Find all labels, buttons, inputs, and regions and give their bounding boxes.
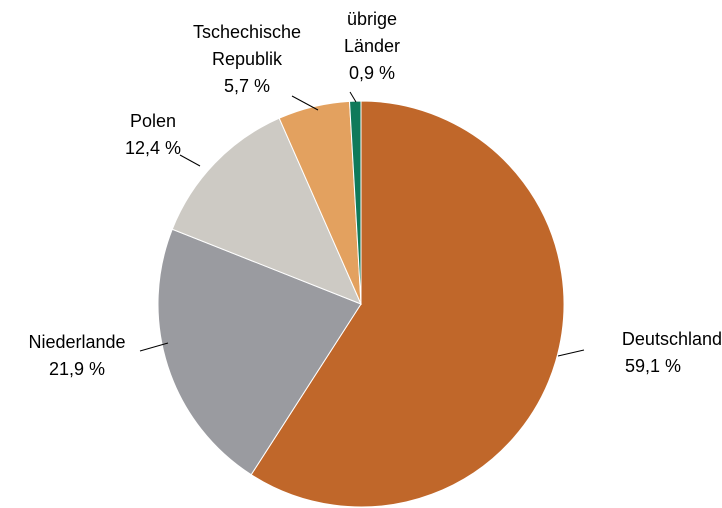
value-label: 59,1 %	[624, 356, 682, 376]
leader-line	[557, 349, 585, 357]
slice-label: Niederlande 21,9 %	[7, 329, 147, 383]
leader-line	[179, 154, 201, 167]
value-label: 0,9 %	[348, 63, 396, 83]
slice-label: Tschechische Republik 5,7 %	[182, 19, 312, 100]
value-label: 5,7 %	[223, 76, 271, 96]
pie	[157, 100, 565, 508]
pie-slice	[250, 100, 565, 508]
category-label: übrige Länder	[343, 9, 401, 56]
pie-slice	[171, 117, 362, 305]
value-label: 12,4 %	[124, 138, 182, 158]
leader-line	[291, 95, 319, 111]
leader-line	[349, 91, 357, 103]
category-label: Tschechische Republik	[192, 22, 302, 69]
leader-line	[139, 342, 169, 352]
pie-slice	[157, 228, 362, 476]
category-label: Polen	[129, 111, 177, 131]
leader-lines	[139, 91, 585, 357]
slice-label: übrige Länder 0,9 %	[332, 6, 412, 87]
slice-label: Deutschland 59,1 %	[572, 326, 722, 380]
value-label: 21,9 %	[48, 359, 106, 379]
category-label: Deutschland	[621, 329, 722, 349]
category-label: Niederlande	[28, 332, 126, 352]
slice-label: Polen 12,4 %	[93, 108, 213, 162]
